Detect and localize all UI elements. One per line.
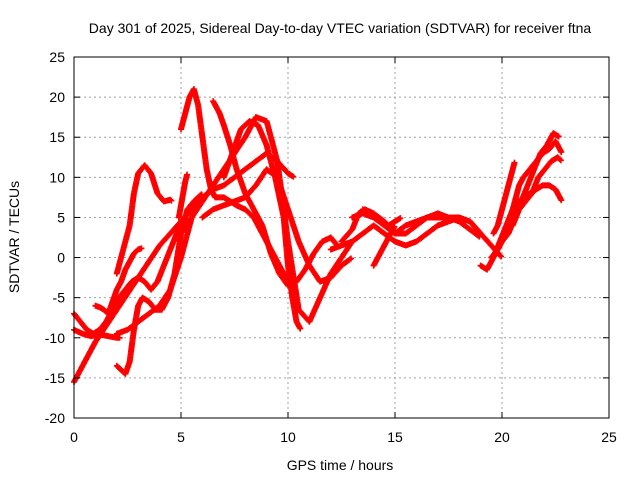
data-point xyxy=(198,191,205,198)
y-tick-label: -5 xyxy=(53,290,66,306)
data-point xyxy=(498,253,505,260)
data-point xyxy=(167,196,174,203)
series-sat-o xyxy=(327,214,483,253)
x-tick-label: 15 xyxy=(387,429,403,445)
series-sat-r xyxy=(359,206,404,229)
series-sat-c xyxy=(178,86,294,285)
y-tick-label: 0 xyxy=(57,250,65,266)
data-point xyxy=(475,232,482,239)
y-tick-label: 25 xyxy=(49,49,65,65)
series-sat-k xyxy=(92,245,145,317)
x-tick-label: 0 xyxy=(70,429,78,445)
y-tick-label: -15 xyxy=(45,370,65,386)
data-points xyxy=(71,86,565,385)
x-tick-label: 20 xyxy=(494,429,510,445)
x-tick-label: 10 xyxy=(280,429,296,445)
y-tick-label: 10 xyxy=(49,169,65,185)
chart-title: Day 301 of 2025, Sidereal Day-to-day VTE… xyxy=(89,20,592,36)
data-point xyxy=(558,149,565,156)
data-point xyxy=(346,256,353,263)
data-point xyxy=(397,215,404,222)
series-sat-g xyxy=(199,166,355,285)
data-point xyxy=(138,245,145,252)
data-point xyxy=(476,233,483,240)
y-tick-label: -10 xyxy=(45,330,65,346)
series-sat-u xyxy=(490,159,518,237)
y-tick-label: 15 xyxy=(49,129,65,145)
y-axis-title: SDTVAR / TECUs xyxy=(6,181,22,293)
data-point xyxy=(511,159,518,166)
series-sat-p xyxy=(349,210,483,240)
y-tick-label: 20 xyxy=(49,89,65,105)
data-point xyxy=(348,255,355,262)
axis-ticks: 0 5 10 15 20 25 -20 -15 -10 -5 0 5 10 15 20 25 xyxy=(45,49,617,445)
x-tick-label: 5 xyxy=(177,429,185,445)
data-point xyxy=(555,133,562,140)
series-sat-w xyxy=(509,154,564,229)
data-point xyxy=(497,252,504,259)
data-point xyxy=(290,173,297,180)
data-point xyxy=(168,197,175,204)
grid-lines xyxy=(74,57,609,418)
y-tick-label: 5 xyxy=(57,209,65,225)
series-sat-q xyxy=(370,223,398,269)
y-tick-label: -20 xyxy=(45,410,65,426)
data-point xyxy=(116,334,123,341)
data-point xyxy=(184,171,191,178)
series-sat-l xyxy=(113,191,205,337)
x-tick-label: 25 xyxy=(601,429,617,445)
data-point xyxy=(558,197,565,204)
series-sat-d xyxy=(210,98,340,289)
series-sat-m xyxy=(175,171,191,221)
x-axis-title: GPS time / hours xyxy=(287,457,394,473)
series-sat-b xyxy=(113,162,175,277)
series-sat-i xyxy=(71,326,123,341)
plot-frame xyxy=(73,56,610,419)
data-point xyxy=(297,325,304,332)
data-point xyxy=(557,157,564,164)
data-point xyxy=(556,156,563,163)
